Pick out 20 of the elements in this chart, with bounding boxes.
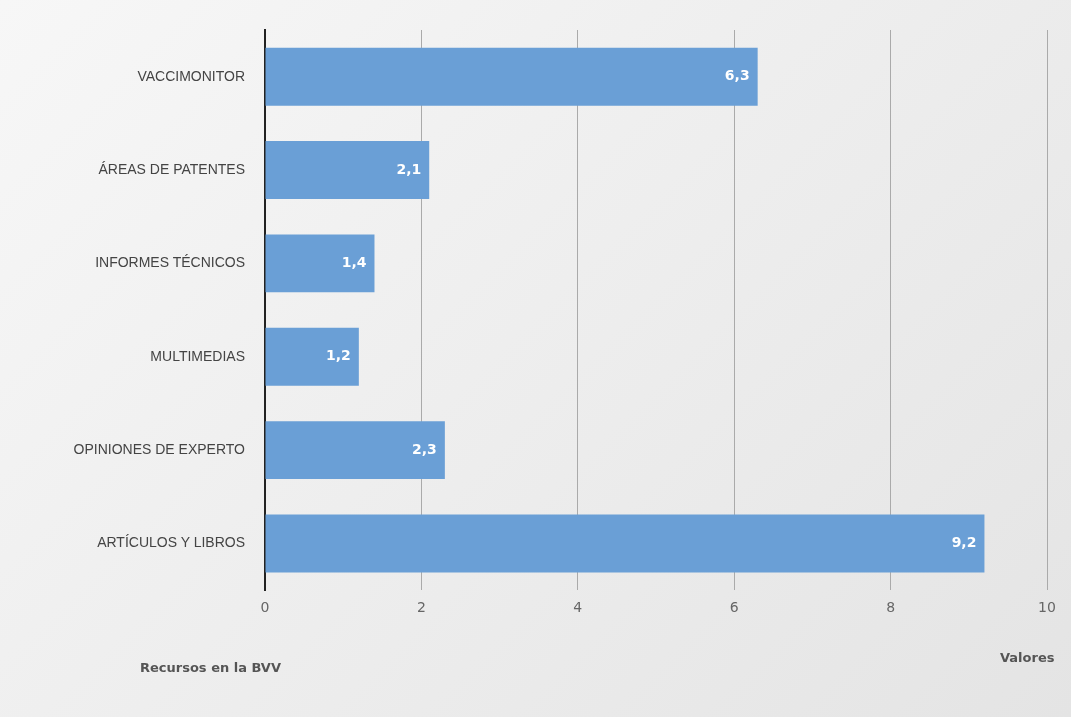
- y-tick-label: INFORMES TÉCNICOS: [95, 254, 245, 271]
- x-tick-label: 8: [886, 599, 896, 616]
- data-label: 6,3: [724, 67, 750, 84]
- y-axis-title: Recursos en la BVV: [140, 660, 281, 675]
- x-tick-label: 6: [729, 599, 739, 616]
- data-label: 1,4: [341, 254, 367, 271]
- x-tick-label: 10: [1038, 599, 1056, 616]
- x-tick-label: 2: [416, 599, 426, 616]
- y-tick-label: ÁREAS DE PATENTES: [98, 160, 245, 177]
- y-tick-label: OPINIONES DE EXPERTO: [73, 441, 246, 458]
- data-label: 2,3: [412, 440, 437, 457]
- data-label: 1,2: [326, 347, 351, 364]
- y-tick-label: MULTIMEDIAS: [150, 347, 245, 364]
- y-tick-label: ARTÍCULOS Y LIBROS: [97, 534, 245, 551]
- x-axis-title: Valores: [1000, 650, 1055, 665]
- x-tick-label: 0: [260, 599, 270, 616]
- x-tick-label: 4: [573, 599, 583, 616]
- data-label: 9,2: [951, 534, 977, 551]
- y-tick-label: VACCIMONITOR: [137, 67, 245, 84]
- data-label: 2,1: [396, 160, 422, 177]
